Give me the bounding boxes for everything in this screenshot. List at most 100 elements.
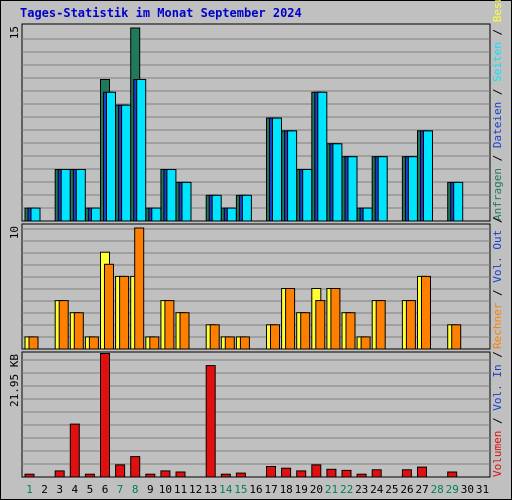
x-tick-label-day-11: 11 bbox=[174, 483, 187, 496]
bar-seiten-day-26 bbox=[407, 156, 418, 222]
x-tick-label-day-26: 26 bbox=[400, 483, 413, 496]
x-tick-label-day-6: 6 bbox=[102, 483, 109, 496]
x-tick-label-day-16: 16 bbox=[249, 483, 262, 496]
bar-volumen-day-4 bbox=[69, 423, 80, 478]
x-tick-label-day-3: 3 bbox=[56, 483, 63, 496]
legend-entry: / bbox=[491, 217, 504, 230]
x-tick-label-day-20: 20 bbox=[310, 483, 323, 496]
y-tick-label-bottom: 21.95 KB bbox=[8, 354, 21, 407]
legend-entry: / bbox=[491, 411, 504, 431]
x-tick-label-day-25: 25 bbox=[385, 483, 398, 496]
legend-entry: Rechner bbox=[491, 302, 504, 349]
bar-seiten-day-8 bbox=[136, 79, 147, 222]
bar-seiten-day-9 bbox=[151, 207, 162, 222]
x-tick-label-day-30: 30 bbox=[461, 483, 474, 496]
x-tick-label-day-4: 4 bbox=[71, 483, 78, 496]
bar-volumen-day-18 bbox=[281, 467, 292, 478]
legend-entry: Besuche bbox=[491, 0, 504, 22]
legend-entry: / bbox=[491, 351, 504, 364]
bar-volumen-day-21 bbox=[326, 468, 337, 478]
bar-volumen-day-5 bbox=[84, 473, 95, 478]
x-tick-label-day-29: 29 bbox=[446, 483, 459, 496]
bar-seiten-day-23 bbox=[362, 207, 373, 222]
bar-seiten-day-27 bbox=[423, 130, 433, 222]
bar-rechner-day-4 bbox=[73, 312, 84, 350]
x-tick-label-day-28: 28 bbox=[431, 483, 444, 496]
bar-volumen-day-14 bbox=[220, 473, 231, 478]
x-tick-label-day-2: 2 bbox=[41, 483, 48, 496]
bar-rechner-day-8 bbox=[134, 227, 145, 350]
bar-volumen-day-20 bbox=[311, 464, 322, 478]
x-tick-label-day-7: 7 bbox=[117, 483, 124, 496]
bar-volumen-day-23 bbox=[356, 473, 367, 478]
legend-entry: Seiten bbox=[491, 42, 504, 82]
x-tick-label-day-21: 21 bbox=[325, 483, 338, 496]
bar-seiten-day-18 bbox=[287, 130, 298, 222]
chart-title: Tages-Statistik im Monat September 2024 bbox=[20, 6, 302, 20]
bar-seiten-day-22 bbox=[347, 156, 358, 222]
bar-seiten-day-20 bbox=[317, 91, 328, 222]
x-tick-label-day-9: 9 bbox=[147, 483, 154, 496]
bar-rechner-day-14 bbox=[224, 336, 235, 350]
bar-volumen-day-1 bbox=[24, 473, 35, 478]
legend-entry: Dateien bbox=[491, 102, 504, 148]
legend-entry: / bbox=[491, 22, 504, 42]
bar-volumen-day-19 bbox=[296, 470, 307, 478]
bar-volumen-day-8 bbox=[130, 456, 141, 478]
bar-rechner-day-6 bbox=[104, 263, 114, 350]
x-tick-label-day-15: 15 bbox=[234, 483, 247, 496]
bar-seiten-day-10 bbox=[166, 169, 177, 222]
legend-top: Anfragen / Dateien / Seiten / Besuche bbox=[491, 0, 504, 221]
bar-seiten-day-29 bbox=[453, 181, 464, 222]
x-tick-label-day-12: 12 bbox=[189, 483, 202, 496]
bar-seiten-day-1 bbox=[30, 207, 41, 222]
bar-rechner-day-11 bbox=[179, 312, 190, 350]
x-tick-label-day-13: 13 bbox=[204, 483, 217, 496]
bar-rechner-day-9 bbox=[149, 336, 160, 350]
legend-entry: Vol. In bbox=[491, 364, 504, 410]
bar-seiten-day-11 bbox=[181, 181, 192, 222]
legend-entry: / bbox=[491, 82, 504, 102]
bar-volumen-day-11 bbox=[175, 471, 186, 478]
bar-volumen-day-15 bbox=[235, 472, 246, 478]
bar-rechner-day-22 bbox=[345, 312, 356, 350]
legend-entry: Volumen bbox=[491, 431, 504, 477]
legend-entry: Anfragen bbox=[491, 168, 504, 221]
bar-volumen-day-13 bbox=[205, 365, 216, 478]
bar-rechner-day-5 bbox=[88, 336, 99, 350]
bar-volumen-day-29 bbox=[447, 471, 458, 478]
legend-entry: / bbox=[491, 283, 504, 303]
legend-middle: Rechner / Vol. Out / bbox=[491, 217, 504, 349]
bar-rechner-day-21 bbox=[330, 288, 341, 350]
x-tick-label-day-10: 10 bbox=[159, 483, 172, 496]
y-tick-label-top: 15 bbox=[8, 26, 21, 39]
bar-rechner-day-1 bbox=[28, 336, 39, 350]
bar-seiten-day-6 bbox=[106, 91, 116, 222]
bar-rechner-day-20 bbox=[315, 300, 326, 350]
x-tick-label-day-23: 23 bbox=[355, 483, 368, 496]
legend-entry: / bbox=[491, 148, 504, 168]
bar-volumen-day-6 bbox=[100, 353, 110, 478]
bar-volumen-day-17 bbox=[266, 466, 276, 478]
bar-rechner-day-18 bbox=[285, 288, 296, 350]
bar-seiten-day-21 bbox=[332, 143, 343, 222]
bar-rechner-day-24 bbox=[375, 300, 386, 350]
x-tick-label-day-8: 8 bbox=[132, 483, 139, 496]
bar-seiten-day-3 bbox=[60, 169, 71, 222]
x-tick-label-day-18: 18 bbox=[280, 483, 293, 496]
bar-seiten-day-5 bbox=[90, 207, 101, 222]
y-tick-label-middle: 10 bbox=[8, 226, 21, 239]
bar-volumen-day-9 bbox=[145, 473, 156, 478]
legend-bottom: Volumen / Vol. In / bbox=[491, 351, 504, 477]
x-tick-label-day-27: 27 bbox=[415, 483, 428, 496]
bar-rechner-day-13 bbox=[209, 324, 220, 350]
bar-seiten-day-24 bbox=[377, 156, 388, 222]
bar-volumen-day-26 bbox=[401, 469, 412, 478]
bar-rechner-day-19 bbox=[300, 312, 311, 350]
bar-rechner-day-27 bbox=[421, 275, 431, 350]
bar-rechner-day-29 bbox=[451, 324, 462, 350]
x-tick-label-day-24: 24 bbox=[370, 483, 384, 496]
bar-seiten-day-15 bbox=[241, 194, 252, 222]
bar-volumen-day-7 bbox=[115, 464, 126, 478]
bar-seiten-day-7 bbox=[121, 104, 132, 222]
